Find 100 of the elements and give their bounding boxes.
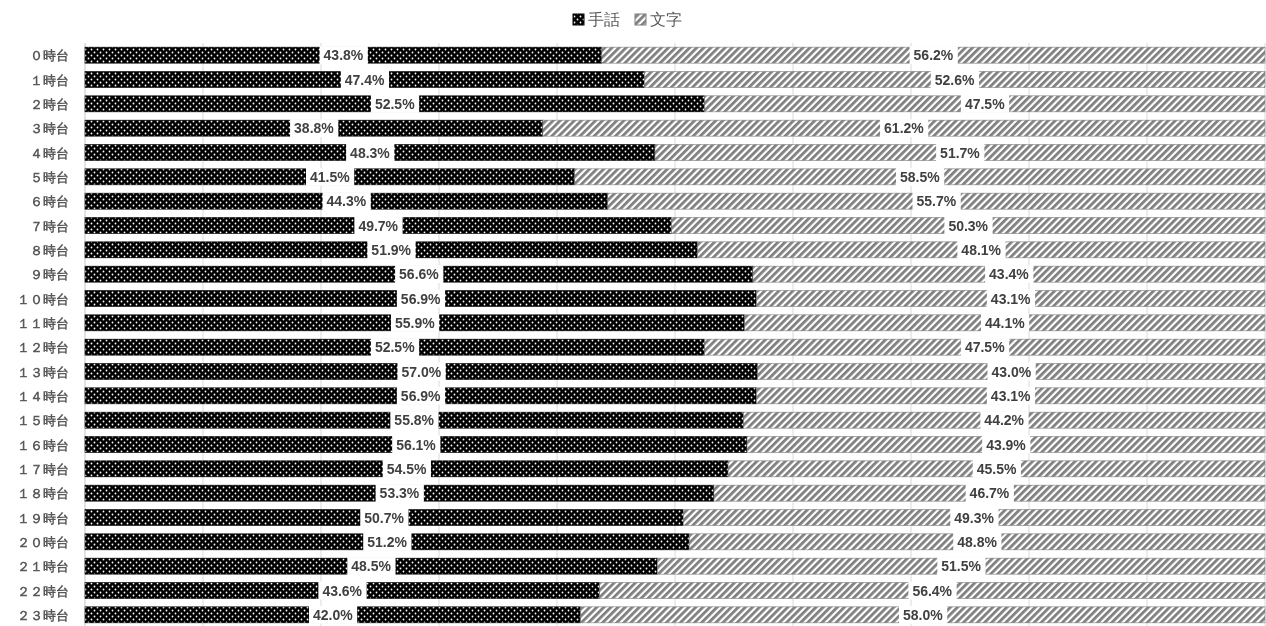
- data-label: 41.5%: [310, 168, 351, 185]
- data-label: 43.6%: [322, 582, 363, 599]
- bar: [84, 387, 757, 405]
- data-label: 48.3%: [350, 144, 391, 161]
- bar: [84, 533, 690, 551]
- bar: [84, 290, 757, 307]
- legend-label: 手話: [588, 11, 620, 28]
- bar: [84, 338, 705, 356]
- data-label: 61.2%: [884, 120, 925, 137]
- legend-label: 文字: [650, 11, 682, 28]
- bar: [697, 241, 1266, 259]
- y-tick-label: ４時台: [30, 145, 69, 161]
- bar: [644, 71, 1266, 88]
- bar: [84, 314, 745, 332]
- y-tick-label: ５時台: [30, 169, 69, 185]
- y-tick-label: ７時台: [30, 218, 69, 234]
- bar: [542, 119, 1266, 137]
- y-tick-label: １７時台: [17, 461, 69, 477]
- data-label: 47.5%: [964, 95, 1006, 112]
- bar: [704, 338, 1266, 356]
- bar: [757, 363, 1266, 380]
- y-tick-label: １時台: [30, 72, 69, 88]
- bar: [682, 509, 1266, 526]
- data-label: 48.1%: [961, 241, 1002, 258]
- data-label: 43.0%: [991, 363, 1032, 380]
- data-label: 43.1%: [990, 290, 1032, 307]
- bar: [713, 484, 1266, 502]
- y-tick-label: ２０時台: [17, 534, 69, 550]
- bar: [84, 460, 729, 478]
- data-label: 57.0%: [401, 363, 442, 380]
- data-label: 51.2%: [367, 533, 408, 550]
- bar: [84, 436, 748, 453]
- y-tick-label: ６時台: [30, 194, 69, 210]
- bar: [607, 192, 1266, 210]
- y-tick-label: ９時台: [30, 267, 69, 283]
- data-label: 43.4%: [989, 266, 1030, 283]
- y-tick-label: １６時台: [17, 437, 69, 453]
- data-label: 55.7%: [916, 193, 957, 210]
- bar: [654, 144, 1266, 161]
- y-tick-label: １３時台: [17, 364, 69, 380]
- data-label: 46.7%: [969, 485, 1010, 502]
- bar: [84, 119, 544, 137]
- bar: [601, 46, 1266, 64]
- data-label: 50.7%: [364, 509, 405, 526]
- bar: [84, 241, 698, 259]
- data-label: 48.8%: [957, 533, 998, 550]
- data-label: 49.3%: [954, 509, 995, 526]
- bar: [756, 290, 1266, 307]
- bar: [743, 411, 1266, 429]
- y-tick-label: １８時台: [17, 486, 69, 502]
- y-tick-label: １２時台: [17, 340, 69, 356]
- y-tick-label: １５時台: [17, 413, 69, 429]
- data-label: 48.5%: [351, 558, 392, 575]
- data-label: 56.9%: [400, 387, 442, 404]
- data-label: 56.1%: [396, 436, 437, 453]
- bar: [84, 265, 754, 283]
- bar: [84, 192, 609, 210]
- y-tick-label: ２１時台: [17, 559, 69, 575]
- data-label: 51.9%: [371, 241, 412, 258]
- bar: [756, 387, 1266, 405]
- data-label: 42.0%: [312, 606, 354, 623]
- bar: [84, 582, 600, 599]
- bar: [671, 217, 1266, 234]
- data-label: 38.8%: [294, 120, 335, 137]
- data-label: 56.9%: [400, 290, 442, 307]
- y-tick-label: ２３時台: [17, 607, 69, 623]
- bar: [727, 460, 1266, 478]
- bar: [84, 168, 575, 186]
- bar: [84, 71, 645, 88]
- data-label: 56.4%: [912, 582, 953, 599]
- data-label: 47.4%: [344, 71, 386, 88]
- bar: [599, 582, 1266, 599]
- y-tick-label: ２時台: [30, 96, 69, 112]
- data-label: 49.7%: [358, 217, 399, 234]
- data-label: 44.2%: [984, 412, 1025, 429]
- bar: [688, 533, 1266, 551]
- bar: [574, 168, 1266, 186]
- data-label: 53.3%: [379, 485, 420, 502]
- data-label: 56.2%: [913, 47, 954, 64]
- y-tick-label: １０時台: [17, 291, 69, 307]
- bar: [84, 46, 603, 64]
- y-tick-label: ８時台: [30, 242, 69, 258]
- data-label: 45.5%: [976, 460, 1017, 477]
- data-label: 56.6%: [399, 266, 440, 283]
- data-label: 44.3%: [326, 193, 367, 210]
- y-tick-label: ０時台: [30, 48, 69, 64]
- data-label: 50.3%: [948, 217, 989, 234]
- y-tick-label: ２２時台: [17, 583, 69, 599]
- data-label: 55.9%: [394, 314, 436, 331]
- y-tick-label: １４時台: [17, 388, 69, 404]
- bar: [704, 95, 1266, 113]
- data-label: 52.5%: [374, 95, 416, 112]
- bar: [746, 436, 1266, 453]
- bar: [84, 557, 658, 575]
- data-label: 47.5%: [964, 339, 1006, 356]
- bar: [84, 509, 684, 526]
- bar: [84, 363, 758, 380]
- data-label: 58.0%: [902, 606, 944, 623]
- bar: [744, 314, 1266, 332]
- data-label: 58.5%: [900, 168, 941, 185]
